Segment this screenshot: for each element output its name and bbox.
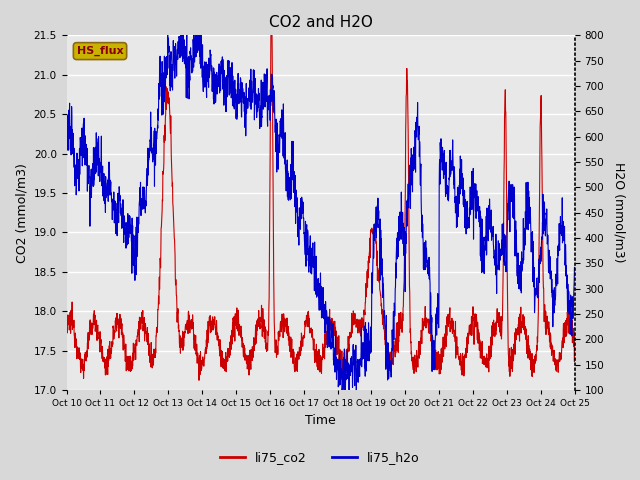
Y-axis label: H2O (mmol/m3): H2O (mmol/m3)	[612, 162, 625, 263]
Title: CO2 and H2O: CO2 and H2O	[269, 15, 372, 30]
Text: HS_flux: HS_flux	[77, 46, 124, 56]
X-axis label: Time: Time	[305, 414, 336, 427]
Legend: li75_co2, li75_h2o: li75_co2, li75_h2o	[215, 446, 425, 469]
Y-axis label: CO2 (mmol/m3): CO2 (mmol/m3)	[15, 163, 28, 263]
